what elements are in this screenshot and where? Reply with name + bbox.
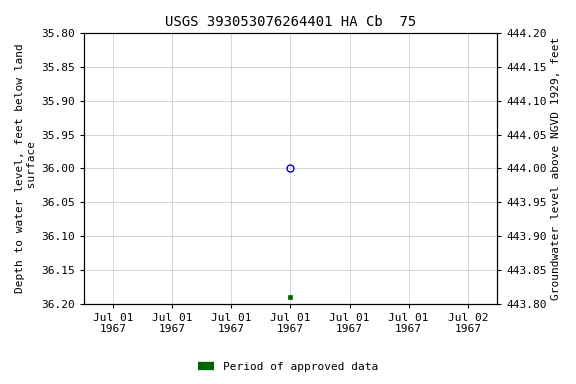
Y-axis label: Depth to water level, feet below land
 surface: Depth to water level, feet below land su…	[15, 43, 37, 293]
Y-axis label: Groundwater level above NGVD 1929, feet: Groundwater level above NGVD 1929, feet	[551, 37, 561, 300]
Title: USGS 393053076264401 HA Cb  75: USGS 393053076264401 HA Cb 75	[165, 15, 416, 29]
Legend: Period of approved data: Period of approved data	[193, 358, 383, 377]
